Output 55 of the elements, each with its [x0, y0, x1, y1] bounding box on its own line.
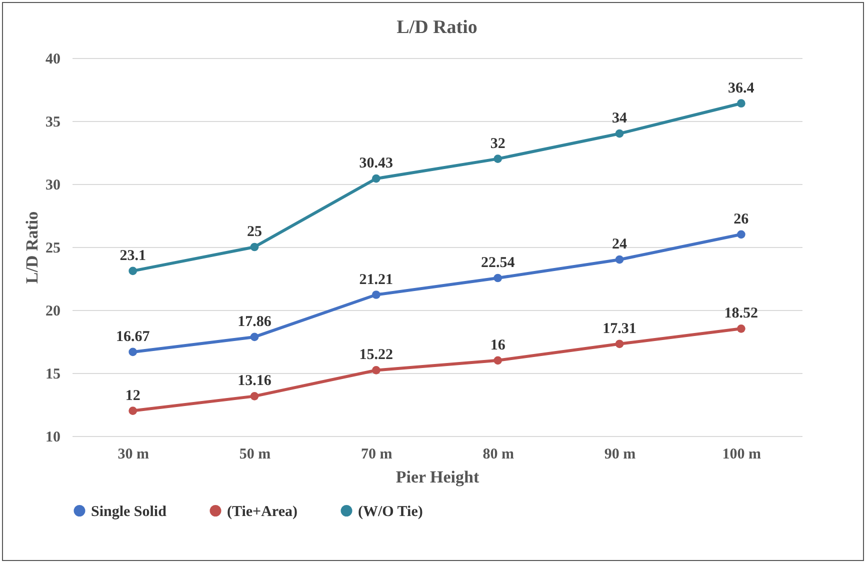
data-label: 12 [125, 388, 140, 404]
y-tick-label: 20 [46, 304, 60, 320]
y-tick-label: 15 [46, 366, 60, 382]
point [494, 274, 502, 282]
point [615, 255, 624, 264]
y-axis-title: L/D Ratio [22, 211, 42, 284]
point [250, 242, 259, 252]
data-label: 16.67 [116, 328, 150, 345]
data-label: 32 [490, 136, 506, 152]
y-tick-label: 40 [46, 52, 60, 68]
point [736, 99, 746, 108]
data-label: 13.16 [238, 373, 272, 390]
point [615, 340, 624, 348]
x-tick-label: 100 m [722, 446, 762, 462]
x-tick-label: 30 m [118, 446, 150, 462]
point [736, 230, 746, 239]
legend-label: (W/O Tie) [358, 504, 423, 520]
point [128, 266, 138, 276]
y-tick-label: 35 [46, 114, 60, 130]
data-label: 26 [734, 211, 750, 228]
point [736, 324, 746, 333]
data-label: 30.43 [359, 156, 394, 172]
data-label: 18.52 [724, 306, 758, 322]
data-label: 15.22 [359, 347, 394, 364]
point [372, 366, 380, 374]
point [372, 290, 380, 299]
data-label: 36.4 [728, 80, 755, 96]
data-label: 22.54 [480, 254, 516, 271]
x-tick-label: 50 m [239, 446, 272, 462]
point [615, 129, 624, 138]
point [128, 348, 138, 356]
data-label: 34 [612, 110, 628, 127]
data-label: 24 [612, 236, 628, 253]
data-label: 17.86 [238, 314, 272, 330]
point [372, 174, 380, 183]
y-tick-label: 30 [46, 178, 60, 194]
legend-label: Single Solid [91, 504, 168, 520]
point [128, 406, 138, 415]
data-label: 17.31 [602, 320, 636, 337]
point [494, 154, 502, 163]
x-tick-label: 90 m [604, 446, 636, 462]
x-tick-label: 70 m [361, 446, 393, 462]
y-tick-label: 10 [46, 430, 60, 446]
chart-title: L/D Ratio [396, 17, 478, 38]
data-label: 23.1 [120, 248, 146, 264]
point [494, 356, 502, 365]
x-tick-label: 80 m [482, 446, 514, 462]
data-label: 16 [490, 337, 506, 354]
legend-label: (Tie+Area) [227, 504, 298, 520]
x-axis-title: Pier Height [396, 468, 480, 486]
y-tick-label: 25 [46, 240, 60, 256]
data-label: 21.21 [359, 272, 394, 288]
data-label: 25 [247, 224, 262, 240]
point [250, 332, 259, 342]
point [250, 392, 259, 400]
